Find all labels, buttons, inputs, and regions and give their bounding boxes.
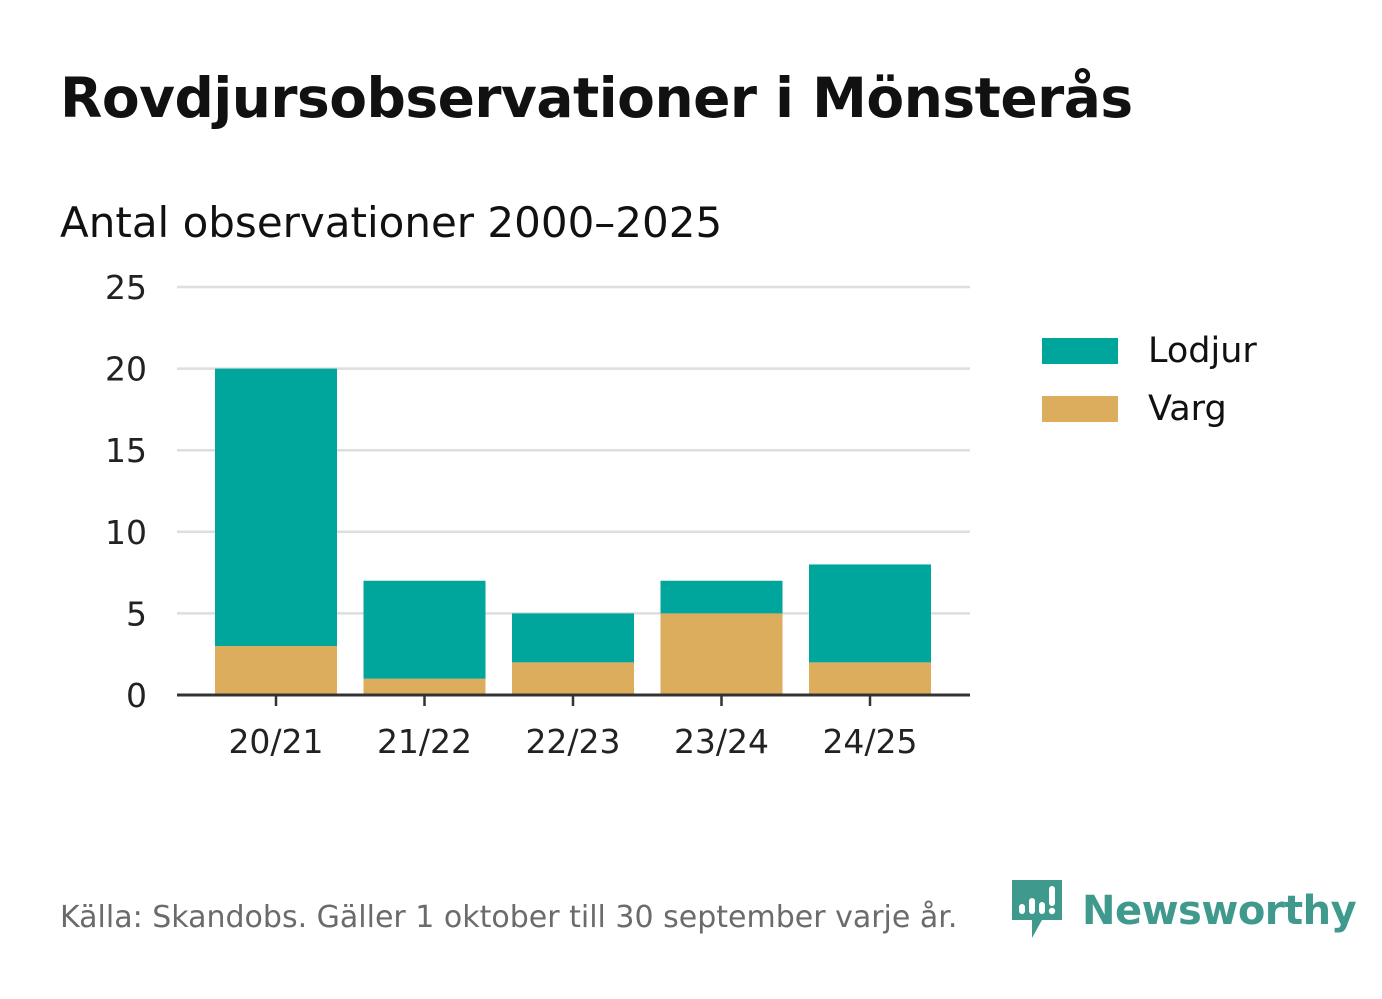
bar-varg-24-25 xyxy=(809,662,931,695)
bar-lodjur-21-22 xyxy=(363,580,486,679)
x-tick-label-22-23: 22/23 xyxy=(525,722,620,761)
legend-item-lodjur: Lodjur xyxy=(1042,322,1257,380)
bar-varg-22-23 xyxy=(512,662,634,695)
legend-item-varg: Varg xyxy=(1042,380,1257,438)
brand-name: Newsworthy xyxy=(1082,888,1357,934)
legend-label-lodjur: Lodjur xyxy=(1148,331,1257,371)
x-tick-label-24-25: 24/25 xyxy=(822,722,917,761)
legend: Lodjur Varg xyxy=(1042,322,1257,438)
y-tick-label-20: 20 xyxy=(105,350,147,389)
newsworthy-logo-icon xyxy=(1012,880,1062,938)
bar-varg-21-22 xyxy=(363,678,486,695)
x-tick-label-21-22: 21/22 xyxy=(377,722,472,761)
bar-lodjur-23-24 xyxy=(660,580,783,614)
legend-swatch-lodjur xyxy=(1042,338,1118,364)
bar-lodjur-20-21 xyxy=(215,368,337,647)
x-tick-label-23-24: 23/24 xyxy=(674,722,769,761)
bar-varg-23-24 xyxy=(660,613,783,695)
chart-title: Rovdjursobservationer i Mönsterås xyxy=(60,66,1133,130)
y-tick-label-15: 15 xyxy=(105,431,147,470)
legend-label-varg: Varg xyxy=(1148,389,1227,429)
brand[interactable]: Newsworthy xyxy=(1012,880,1357,942)
bar-lodjur-22-23 xyxy=(512,613,634,663)
y-tick-label-25: 25 xyxy=(105,268,147,307)
bar-varg-20-21 xyxy=(215,646,337,695)
y-tick-label-10: 10 xyxy=(105,513,147,552)
bar-lodjur-24-25 xyxy=(809,564,931,663)
source-note: Källa: Skandobs. Gäller 1 oktober till 3… xyxy=(60,900,958,935)
legend-swatch-varg xyxy=(1042,396,1118,422)
y-tick-label-0: 0 xyxy=(126,676,147,715)
y-tick-label-5: 5 xyxy=(126,594,147,633)
chart-subtitle: Antal observationer 2000–2025 xyxy=(60,198,723,247)
x-tick-label-20-21: 20/21 xyxy=(228,722,323,761)
